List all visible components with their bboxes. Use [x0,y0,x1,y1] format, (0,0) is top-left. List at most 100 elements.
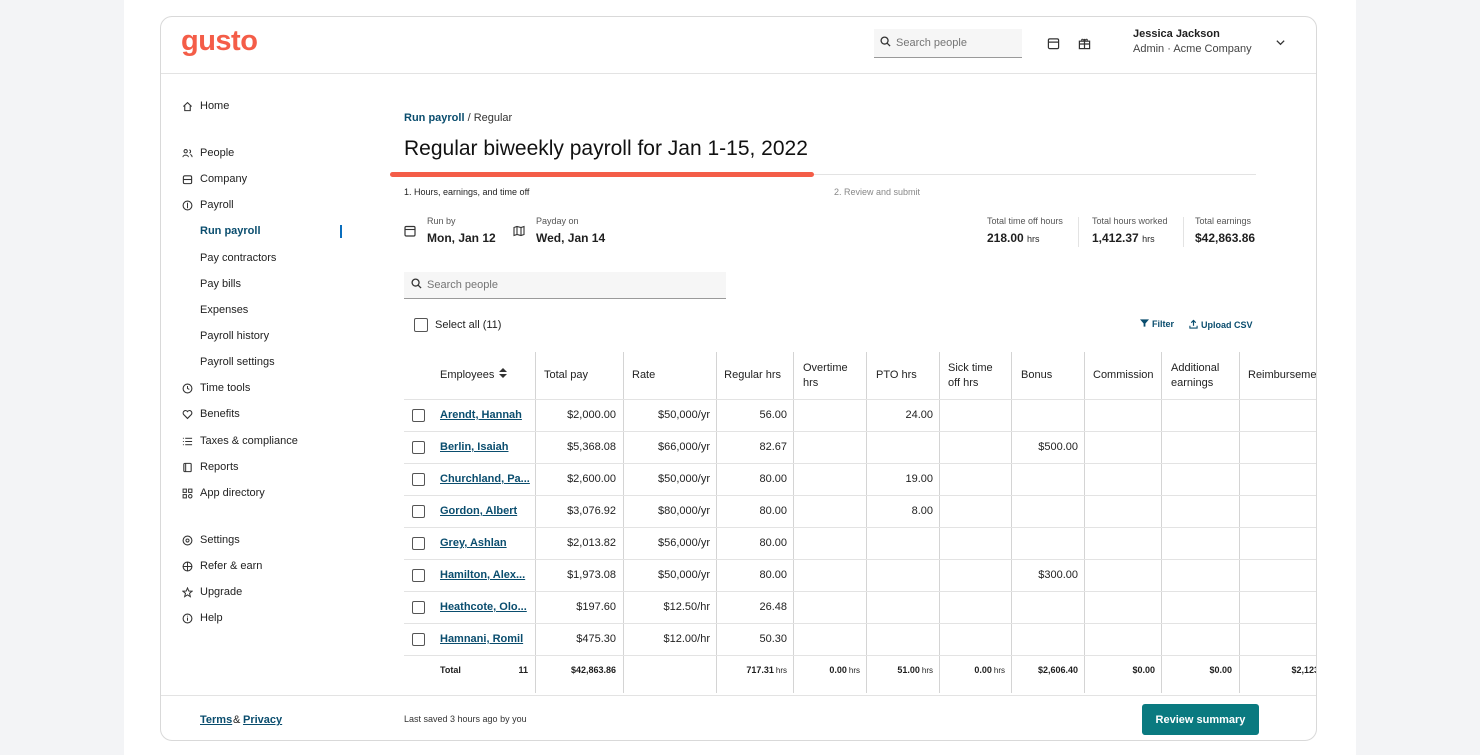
chevron-down-icon[interactable] [1275,35,1286,53]
stat-label: Total hours worked [1092,216,1168,226]
row-checkbox[interactable] [412,591,425,623]
header-search-input[interactable] [896,37,1006,49]
rate-cell: $50,000/yr [658,569,710,581]
pto-hrs-input[interactable] [872,591,933,623]
sidebar-item-people[interactable]: People [181,147,234,159]
employee-link[interactable]: Hamnani, Romil [440,633,524,645]
pto-hrs-input[interactable]: 24.00 [905,409,933,421]
people-search-input[interactable] [427,279,687,291]
sidebar-item-run-payroll[interactable]: Run payroll [200,225,261,237]
row-checkbox[interactable] [412,495,425,527]
totals-additional: $0.00 [1209,665,1232,675]
pto-hrs-input[interactable]: 8.00 [911,505,933,517]
employee-link[interactable]: Hamilton, Alex... [440,569,526,581]
pto-hrs-input[interactable] [872,527,933,559]
bonus-input[interactable] [1014,591,1078,623]
sidebar-item-payroll-settings[interactable]: Payroll settings [200,356,275,368]
sidebar-item-company[interactable]: Company [181,173,247,185]
user-menu[interactable]: Jessica Jackson Admin · Acme Company [1133,28,1252,55]
filter-button[interactable]: Filter [1140,319,1174,329]
sidebar-item-app-directory[interactable]: App directory [181,487,265,499]
gusto-logo[interactable]: gusto [181,25,258,57]
employee-link[interactable]: Grey, Ashlan [440,537,507,549]
breadcrumb-run-payroll-link[interactable]: Run payroll [404,112,465,124]
gift-icon[interactable] [1076,35,1092,51]
sidebar-item-help[interactable]: Help [181,612,223,624]
review-summary-button[interactable]: Review summary [1142,704,1259,735]
calendar-icon[interactable] [1045,35,1061,51]
sidebar-item-time-tools[interactable]: Time tools [181,382,250,394]
regular-hrs-input[interactable]: 80.00 [759,537,787,549]
search-icon [880,34,891,52]
select-all-checkbox[interactable] [414,318,428,332]
row-divider [404,591,1316,592]
sidebar-label: Refer & earn [200,560,263,572]
regular-hrs-input[interactable]: 82.67 [759,441,787,453]
sidebar-item-pay-contractors[interactable]: Pay contractors [200,252,277,264]
people-search[interactable] [404,272,726,299]
column-header-regular-hrs: Regular hrs [724,369,781,382]
sidebar-item-settings[interactable]: Settings [181,534,240,546]
user-name: Jessica Jackson [1133,28,1220,40]
bonus-input[interactable] [1014,495,1078,527]
regular-hrs-input[interactable]: 50.30 [759,633,787,645]
regular-hrs-input[interactable]: 56.00 [759,409,787,421]
row-divider [404,623,1316,624]
bonus-input[interactable]: $500.00 [1038,441,1078,453]
upload-csv-button[interactable]: Upload CSV [1189,319,1253,331]
header-search[interactable] [874,29,1022,58]
total-pay-cell: $197.60 [576,601,616,613]
row-checkbox[interactable] [412,399,425,431]
employee-link[interactable]: Gordon, Albert [440,505,518,517]
employee-link[interactable]: Churchland, Pa... [440,473,530,485]
employee-link[interactable]: Heathcote, Olo... [440,601,527,613]
bonus-input[interactable] [1014,463,1078,495]
totals-bonus: $2,606.40 [1037,665,1078,675]
apps-grid-icon [181,487,193,499]
total-unit: hrs [775,665,787,675]
bonus-input[interactable] [1014,399,1078,431]
sidebar-item-taxes[interactable]: Taxes & compliance [181,435,298,447]
app-window: gusto Jessica Jackson Admin · Acme Compa… [160,16,1317,741]
column-header-commission: Commission [1093,369,1154,382]
row-checkbox[interactable] [412,463,425,495]
stat-value: $42,863.86 [1195,231,1256,245]
totals-pay: $42,863.86 [570,665,616,675]
column-header-employees[interactable]: Employees [440,352,535,399]
sidebar-item-reports[interactable]: Reports [181,461,239,473]
total-value: 0.00 [974,665,992,675]
bonus-input[interactable] [1014,527,1078,559]
header-line: Additional [1171,361,1220,374]
sidebar-item-expenses[interactable]: Expenses [200,304,249,316]
row-checkbox[interactable] [412,431,425,463]
sidebar-item-pay-bills[interactable]: Pay bills [200,278,241,290]
row-checkbox[interactable] [412,623,425,655]
regular-hrs-input[interactable]: 80.00 [759,473,787,485]
pto-hrs-input[interactable] [872,623,933,655]
select-all[interactable]: Select all (11) [414,318,501,332]
row-checkbox[interactable] [412,559,425,591]
bonus-input[interactable]: $300.00 [1038,569,1078,581]
sidebar-item-refer[interactable]: Refer & earn [181,560,262,572]
sidebar-item-home[interactable]: Home [181,100,229,112]
sidebar-item-payroll-history[interactable]: Payroll history [200,330,270,342]
sidebar-label: People [200,147,235,159]
sidebar-label: App directory [200,487,265,499]
employee-link[interactable]: Berlin, Isaiah [440,441,509,453]
regular-hrs-input[interactable]: 80.00 [759,505,787,517]
regular-hrs-input[interactable]: 80.00 [759,569,787,581]
header-line: off hrs [948,376,979,389]
sidebar-item-payroll[interactable]: Payroll [181,199,234,211]
terms-link[interactable]: Terms [200,714,233,726]
sort-icon[interactable] [499,368,508,383]
privacy-link[interactable]: Privacy [243,714,283,726]
pto-hrs-input[interactable] [872,559,933,591]
row-checkbox[interactable] [412,527,425,559]
employee-link[interactable]: Arendt, Hannah [440,409,522,421]
regular-hrs-input[interactable]: 26.48 [759,601,787,613]
pto-hrs-input[interactable]: 19.00 [905,473,933,485]
sidebar-item-benefits[interactable]: Benefits [181,408,240,420]
bonus-input[interactable] [1014,623,1078,655]
sidebar-item-upgrade[interactable]: Upgrade [181,586,242,598]
pto-hrs-input[interactable] [872,431,933,463]
